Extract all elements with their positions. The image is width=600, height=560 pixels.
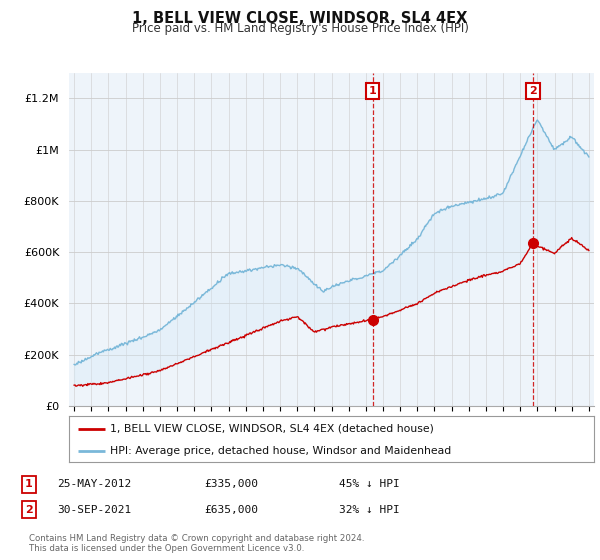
Text: 2: 2 — [25, 505, 32, 515]
Text: 45% ↓ HPI: 45% ↓ HPI — [339, 479, 400, 489]
Text: 25-MAY-2012: 25-MAY-2012 — [57, 479, 131, 489]
Text: 1, BELL VIEW CLOSE, WINDSOR, SL4 4EX: 1, BELL VIEW CLOSE, WINDSOR, SL4 4EX — [133, 11, 467, 26]
Text: £335,000: £335,000 — [204, 479, 258, 489]
Text: 2: 2 — [529, 86, 537, 96]
Text: 32% ↓ HPI: 32% ↓ HPI — [339, 505, 400, 515]
Text: 30-SEP-2021: 30-SEP-2021 — [57, 505, 131, 515]
Text: £635,000: £635,000 — [204, 505, 258, 515]
Text: Price paid vs. HM Land Registry's House Price Index (HPI): Price paid vs. HM Land Registry's House … — [131, 22, 469, 35]
Text: 1: 1 — [369, 86, 377, 96]
Text: Contains HM Land Registry data © Crown copyright and database right 2024.
This d: Contains HM Land Registry data © Crown c… — [29, 534, 364, 553]
Text: HPI: Average price, detached house, Windsor and Maidenhead: HPI: Average price, detached house, Wind… — [110, 446, 451, 455]
Text: 1, BELL VIEW CLOSE, WINDSOR, SL4 4EX (detached house): 1, BELL VIEW CLOSE, WINDSOR, SL4 4EX (de… — [110, 424, 434, 434]
Text: 1: 1 — [25, 479, 32, 489]
